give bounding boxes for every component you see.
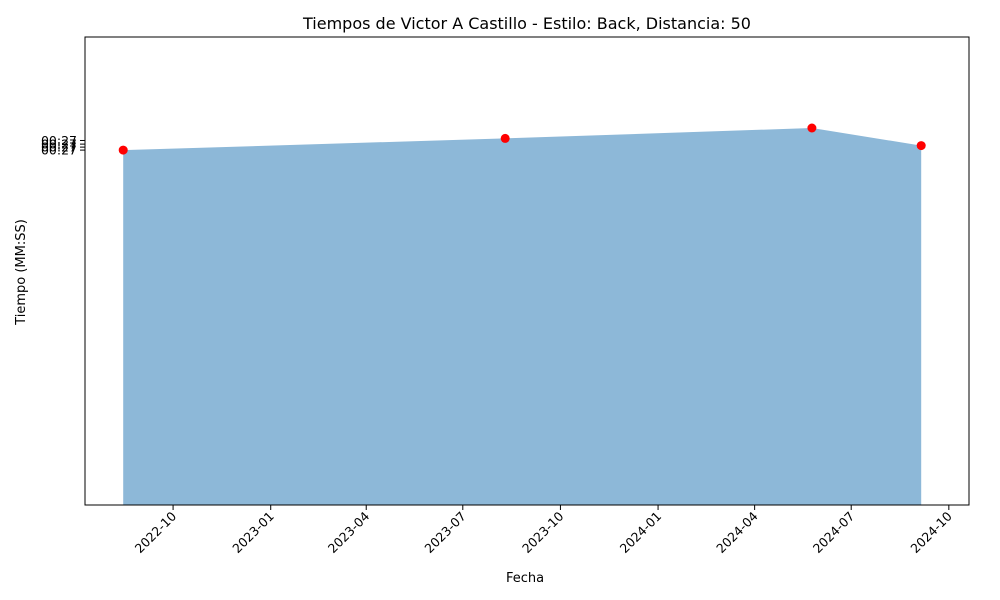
x-tick-label: 2023-10 xyxy=(519,508,567,556)
area-layer xyxy=(123,128,922,505)
x-tick-label: 2024-07 xyxy=(810,509,858,557)
x-tick-label: 2023-07 xyxy=(421,509,469,557)
data-point-1 xyxy=(500,133,510,143)
x-tick-label: 2022-10 xyxy=(132,508,180,556)
plot-frame xyxy=(84,36,970,506)
data-point-3 xyxy=(916,141,926,151)
x-axis-ticks: 2022-10 2023-01 2023-04 2023-07 2023-10 2024-… xyxy=(132,505,955,556)
x-axis-label: Fecha xyxy=(506,571,544,586)
y-tick-label: 00:27 xyxy=(41,133,77,148)
x-tick-label: 2024-04 xyxy=(713,508,761,556)
y-tick-label: 00:27 xyxy=(41,140,77,155)
y-axis-label: Tiempo (MM:SS) xyxy=(14,219,29,326)
marker-layer xyxy=(118,123,926,155)
y-tick-label: 00:27 xyxy=(41,143,77,158)
series-area-0 xyxy=(123,128,922,505)
x-tick-label: 2023-01 xyxy=(229,509,277,557)
x-tick-label: 2023-04 xyxy=(325,508,373,556)
data-point-0 xyxy=(118,145,128,155)
chart-title: Tiempos de Victor A Castillo - Estilo: B… xyxy=(302,14,751,33)
x-tick-label: 2024-10 xyxy=(907,508,955,556)
x-tick-label: 2024-01 xyxy=(617,509,665,557)
y-tick-label: 00:27 xyxy=(41,137,77,152)
data-point-2 xyxy=(807,123,817,133)
